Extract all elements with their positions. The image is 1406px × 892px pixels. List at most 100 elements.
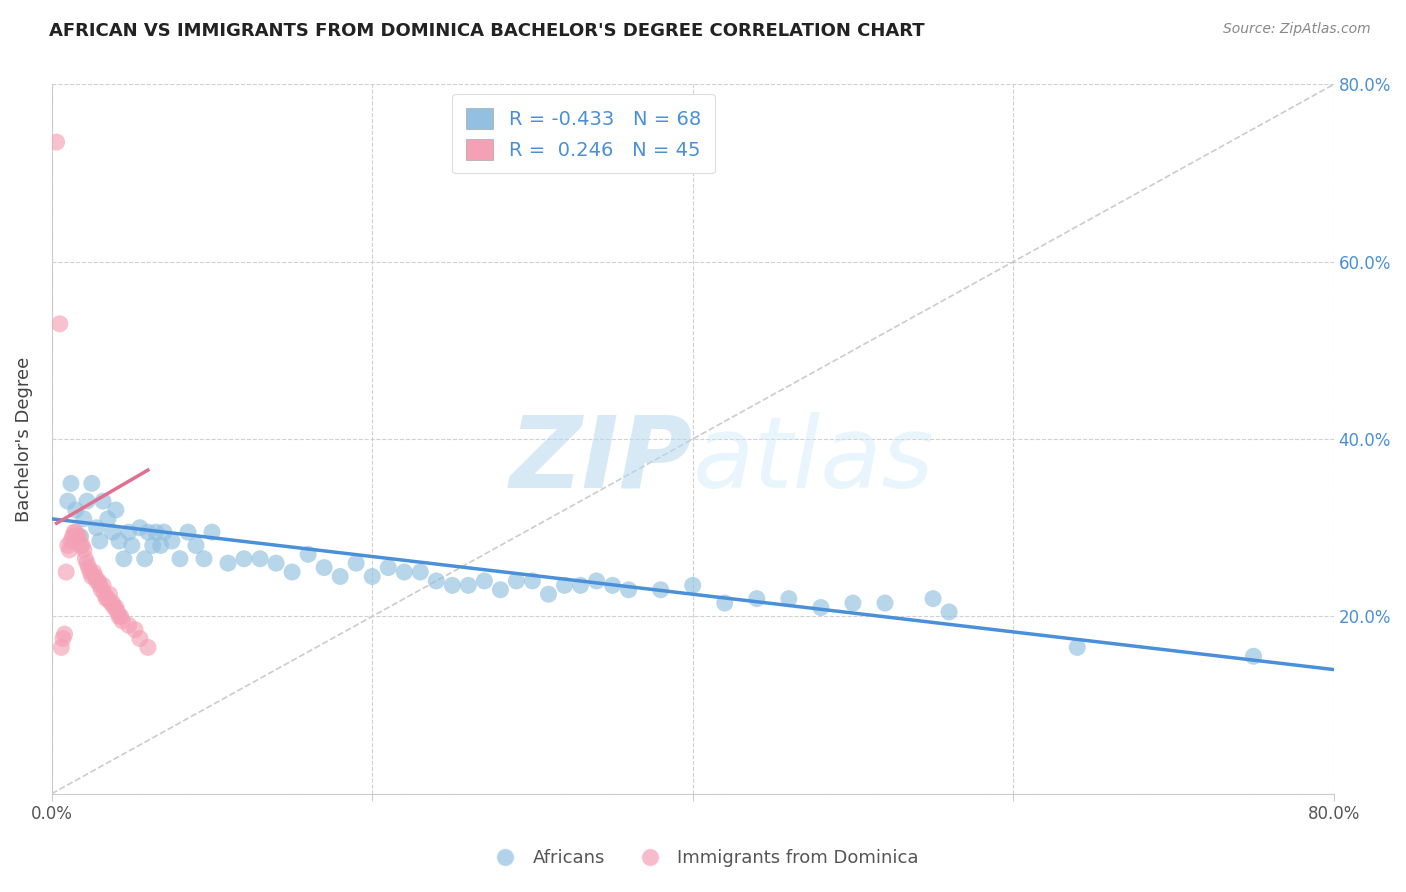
Point: [489, 582, 512, 597]
Point: [169, 551, 191, 566]
Point: [136, 640, 159, 655]
Point: [89, 534, 111, 549]
Point: [56, 494, 79, 508]
Point: [121, 538, 143, 552]
Point: [233, 551, 256, 566]
Point: [745, 591, 768, 606]
Y-axis label: Bachelor's Degree: Bachelor's Degree: [15, 357, 32, 522]
Point: [344, 556, 367, 570]
Point: [52, 632, 75, 646]
Point: [104, 503, 127, 517]
Point: [128, 632, 150, 646]
Point: [553, 578, 575, 592]
Text: ZIP: ZIP: [510, 412, 693, 508]
Point: [505, 574, 527, 588]
Point: [69, 538, 91, 552]
Point: [617, 582, 640, 597]
Text: Source: ZipAtlas.com: Source: ZipAtlas.com: [1223, 22, 1371, 37]
Point: [842, 596, 865, 610]
Point: [778, 591, 800, 606]
Point: [394, 565, 416, 579]
Point: [134, 551, 156, 566]
Point: [409, 565, 432, 579]
Legend: Africans, Immigrants from Dominica: Africans, Immigrants from Dominica: [481, 842, 925, 874]
Point: [474, 574, 496, 588]
Point: [922, 591, 945, 606]
Point: [193, 551, 215, 566]
Point: [128, 521, 150, 535]
Point: [100, 596, 122, 610]
Point: [104, 600, 127, 615]
Point: [112, 551, 135, 566]
Point: [82, 565, 104, 579]
Point: [1066, 640, 1088, 655]
Point: [65, 525, 87, 540]
Point: [59, 476, 82, 491]
Point: [124, 623, 146, 637]
Point: [86, 574, 108, 588]
Point: [522, 574, 544, 588]
Point: [73, 512, 96, 526]
Point: [425, 574, 447, 588]
Point: [136, 525, 159, 540]
Point: [76, 556, 98, 570]
Point: [70, 538, 93, 552]
Point: [79, 565, 101, 579]
Point: [938, 605, 960, 619]
Point: [177, 525, 200, 540]
Point: [314, 560, 336, 574]
Point: [810, 600, 832, 615]
Point: [49, 317, 72, 331]
Point: [108, 534, 131, 549]
Point: [96, 591, 118, 606]
Point: [80, 476, 103, 491]
Point: [90, 582, 112, 597]
Point: [51, 640, 73, 655]
Point: [873, 596, 896, 610]
Point: [84, 569, 107, 583]
Point: [569, 578, 592, 592]
Point: [1243, 649, 1265, 664]
Point: [585, 574, 607, 588]
Point: [89, 578, 111, 592]
Point: [329, 569, 352, 583]
Point: [66, 530, 89, 544]
Point: [69, 530, 91, 544]
Point: [45, 135, 67, 149]
Text: atlas: atlas: [693, 412, 935, 508]
Point: [63, 525, 86, 540]
Point: [297, 547, 319, 561]
Point: [65, 503, 87, 517]
Point: [76, 494, 98, 508]
Point: [457, 578, 479, 592]
Point: [87, 574, 110, 588]
Point: [184, 538, 207, 552]
Point: [118, 525, 141, 540]
Point: [97, 591, 120, 606]
Point: [281, 565, 304, 579]
Point: [73, 542, 96, 557]
Point: [149, 538, 172, 552]
Text: AFRICAN VS IMMIGRANTS FROM DOMINICA BACHELOR'S DEGREE CORRELATION CHART: AFRICAN VS IMMIGRANTS FROM DOMINICA BACH…: [49, 22, 925, 40]
Point: [86, 521, 108, 535]
Point: [361, 569, 384, 583]
Point: [107, 605, 129, 619]
Point: [91, 578, 114, 592]
Point: [55, 565, 77, 579]
Point: [75, 551, 97, 566]
Point: [91, 494, 114, 508]
Point: [67, 530, 90, 544]
Point: [77, 560, 100, 574]
Point: [145, 525, 167, 540]
Point: [217, 556, 239, 570]
Point: [108, 609, 131, 624]
Point: [682, 578, 704, 592]
Point: [103, 600, 125, 615]
Point: [110, 609, 132, 624]
Point: [142, 538, 165, 552]
Point: [56, 538, 79, 552]
Point: [62, 530, 84, 544]
Point: [101, 525, 124, 540]
Point: [602, 578, 624, 592]
Point: [249, 551, 271, 566]
